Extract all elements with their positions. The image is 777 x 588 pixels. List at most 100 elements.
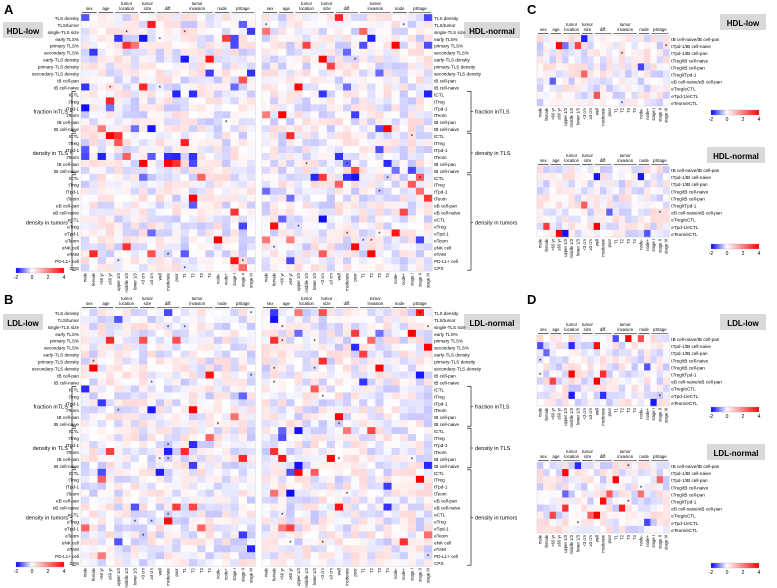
group-header-text: diff. bbox=[600, 454, 607, 459]
heatmap-cell bbox=[130, 250, 140, 258]
heatmap-cell bbox=[294, 559, 303, 567]
heatmap-cell bbox=[130, 524, 140, 532]
heatmap-cell bbox=[581, 42, 588, 50]
heatmap-cell bbox=[415, 201, 425, 209]
heatmap-cell bbox=[391, 343, 400, 351]
row-label: secondary TLS% bbox=[44, 346, 79, 351]
row-label: tCTL bbox=[434, 429, 444, 434]
heatmap-cell bbox=[407, 27, 417, 36]
heatmap-cell bbox=[230, 153, 239, 161]
heatmap-cell bbox=[286, 496, 295, 504]
heatmap-cell bbox=[606, 201, 613, 209]
significance-star: * bbox=[659, 210, 662, 217]
heatmap-cell bbox=[247, 83, 256, 91]
heatmap-cell bbox=[359, 125, 368, 133]
heatmap-cell bbox=[197, 229, 206, 237]
heatmap-cell bbox=[230, 454, 239, 463]
heatmap-cell bbox=[205, 125, 214, 133]
heatmap-cell bbox=[568, 91, 575, 100]
heatmap-cell bbox=[375, 97, 384, 105]
heatmap-cell bbox=[278, 441, 287, 449]
heatmap-cell bbox=[197, 20, 206, 29]
heatmap-cell bbox=[581, 518, 588, 527]
heatmap-cell bbox=[326, 441, 336, 449]
heatmap-cell bbox=[375, 350, 384, 358]
heatmap-cell bbox=[424, 371, 433, 379]
heatmap-cell bbox=[383, 441, 392, 449]
heatmap-cell bbox=[391, 20, 400, 29]
heatmap-cell bbox=[399, 187, 408, 195]
heatmap-cell bbox=[114, 552, 123, 560]
heatmap-cell bbox=[247, 20, 256, 29]
heatmap-cell bbox=[334, 468, 344, 476]
heatmap-cell bbox=[351, 104, 360, 112]
heatmap-cell bbox=[155, 236, 165, 244]
heatmap-cell bbox=[122, 496, 131, 504]
heatmap-cell bbox=[105, 434, 115, 442]
heatmap-cell bbox=[262, 125, 271, 133]
heatmap-cell bbox=[114, 159, 123, 168]
heatmap-cell bbox=[593, 504, 601, 512]
heatmap-cell bbox=[97, 510, 107, 518]
row-label: tB cell-naive bbox=[434, 380, 459, 385]
heatmap-cell bbox=[555, 77, 563, 85]
row-label: eB cell-naive bbox=[434, 211, 461, 216]
heatmap-cell bbox=[562, 518, 569, 527]
heatmap-cell bbox=[593, 476, 601, 484]
heatmap-cell bbox=[205, 413, 214, 421]
heatmap-cell bbox=[278, 406, 287, 414]
row-label: tCTL bbox=[434, 471, 444, 476]
heatmap-cell bbox=[230, 371, 239, 379]
heatmap-cell bbox=[375, 559, 384, 567]
group-header-text: node bbox=[395, 6, 405, 11]
heatmap-cell bbox=[89, 243, 98, 251]
heatmap-cell bbox=[351, 420, 360, 428]
heatmap-cell bbox=[247, 364, 256, 372]
heatmap-cell bbox=[302, 41, 311, 49]
heatmap-cell bbox=[343, 55, 352, 63]
heatmap-cell bbox=[147, 215, 156, 223]
heatmap-cell bbox=[326, 83, 336, 91]
column-label: lower 1/3 bbox=[575, 107, 580, 125]
heatmap-cell bbox=[656, 384, 664, 392]
heatmap-cell bbox=[625, 391, 632, 400]
heatmap-cell bbox=[555, 356, 563, 364]
heatmap-cell bbox=[310, 229, 319, 237]
heatmap-cell bbox=[375, 552, 384, 560]
heatmap-cell bbox=[155, 489, 165, 497]
heatmap-cell bbox=[637, 98, 645, 107]
row-label: primary-TLS density bbox=[38, 65, 80, 70]
heatmap-cell bbox=[391, 243, 400, 251]
heatmap-cell bbox=[663, 511, 670, 519]
heatmap-cell bbox=[114, 62, 123, 70]
heatmap-cell bbox=[180, 111, 190, 119]
heatmap-cell bbox=[637, 180, 645, 188]
heatmap-cell bbox=[399, 166, 408, 175]
panel-letter-A: A bbox=[4, 2, 14, 17]
heatmap-cell bbox=[213, 531, 223, 539]
heatmap-cell bbox=[247, 510, 256, 518]
heatmap-cell bbox=[230, 118, 239, 126]
row-label: tCTL bbox=[434, 134, 444, 139]
heatmap-cell bbox=[81, 510, 90, 518]
heatmap-cell bbox=[278, 187, 287, 195]
heatmap-cell bbox=[294, 510, 303, 518]
row-label: eCTL bbox=[434, 512, 446, 517]
heatmap-cell bbox=[230, 315, 239, 324]
heatmap-cell bbox=[375, 371, 384, 379]
heatmap-cell bbox=[424, 357, 433, 365]
heatmap-cell bbox=[424, 48, 433, 56]
column-label: <60 yr bbox=[550, 107, 555, 119]
heatmap-cell bbox=[399, 48, 408, 56]
heatmap-cell bbox=[294, 264, 303, 272]
column-label: <3 cm bbox=[320, 273, 325, 285]
heatmap-cell bbox=[122, 111, 131, 119]
heatmap-cell bbox=[197, 552, 206, 560]
group-header-text: location bbox=[564, 454, 579, 459]
heatmap-cell bbox=[663, 462, 670, 470]
heatmap-cell bbox=[407, 427, 417, 435]
heatmap-cell bbox=[650, 35, 657, 43]
heatmap-cell bbox=[270, 264, 279, 272]
heatmap-cell bbox=[581, 70, 588, 78]
heatmap-cell bbox=[663, 84, 670, 92]
